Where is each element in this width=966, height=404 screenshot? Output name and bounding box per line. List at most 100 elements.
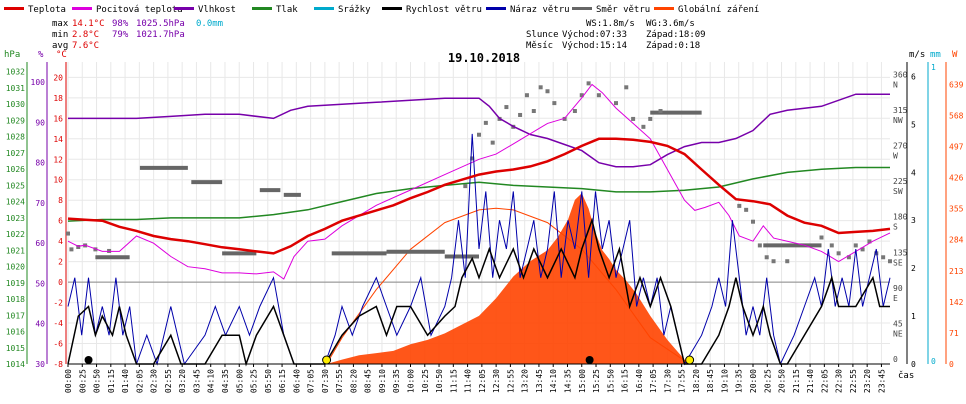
wind-direction-point	[477, 132, 481, 137]
wind-tick-label: 5	[911, 120, 916, 129]
x-tick-label: 04:35	[221, 369, 230, 393]
humidity-line	[68, 93, 890, 168]
hpa-tick-label: 1014	[6, 360, 25, 369]
stats-temp: 14.1°C	[72, 19, 105, 29]
temp-tick-label: 16	[53, 114, 63, 123]
x-tick-label: 15:00	[578, 369, 587, 393]
x-tick-label: 00:25	[78, 369, 87, 393]
wind-direction-point	[614, 101, 618, 106]
hpa-tick-label: 1018	[6, 295, 25, 304]
rain-tick-label: 0	[931, 357, 936, 366]
humidity-axis-title: %	[38, 50, 44, 60]
wind-direction-point	[552, 101, 557, 106]
hpa-tick-label: 1030	[6, 100, 25, 109]
sun-label: Slunce	[526, 30, 559, 40]
x-tick-label: 05:25	[250, 369, 259, 393]
humidity-tick-label: 80	[35, 159, 45, 168]
wind-direction-point	[846, 255, 851, 260]
x-tick-label: 22:55	[849, 369, 858, 393]
x-tick-label: 01:40	[121, 369, 130, 393]
x-tick-label: 19:35	[735, 369, 744, 393]
radiation-tick-label: 0	[949, 360, 954, 369]
wind-direction-point	[881, 255, 886, 260]
sun-marker	[322, 355, 332, 365]
moon-label: Měsíc	[526, 41, 553, 51]
radiation-tick-label: 426	[949, 174, 964, 183]
x-tick-label: 22:05	[820, 369, 829, 393]
x-tick-label: 18:20	[692, 369, 701, 393]
wind-direction-point	[874, 251, 879, 256]
x-tick-label: 17:30	[663, 369, 672, 393]
x-tick-label: 09:35	[392, 369, 401, 393]
legend-label: Rychlost větru	[406, 5, 482, 15]
legend-swatch	[654, 7, 674, 10]
x-tick-label: 23:45	[877, 369, 886, 393]
hpa-tick-label: 1021	[6, 246, 25, 255]
x-tick-label: 04:10	[207, 369, 216, 393]
legend-swatch	[314, 7, 334, 10]
wind-direction-point	[463, 184, 468, 189]
wind-direction-point	[631, 116, 636, 121]
direction-tick-label: NW	[893, 116, 903, 125]
x-tick-label: 01:15	[107, 369, 116, 393]
x-tick-label: 10:25	[421, 369, 430, 393]
direction-tick-label: 360	[893, 70, 908, 79]
direction-tick-label: 135	[893, 248, 908, 257]
wind-direction-point	[764, 255, 769, 260]
x-tick-label: 06:40	[292, 369, 301, 393]
wind-direction-point	[641, 124, 646, 129]
temp-tick-label: 0	[58, 278, 63, 287]
wind-tick-label: 6	[911, 72, 916, 81]
stats-pressure: 1021.7hPa	[136, 30, 185, 40]
radiation-tick-label: 497	[949, 142, 964, 151]
direction-tick-label: 90	[893, 284, 903, 293]
wind-direction-point	[518, 112, 523, 117]
chart-title: 19.10.2018	[448, 51, 520, 65]
humidity-tick-label: 70	[35, 199, 45, 208]
legend-swatch	[486, 7, 506, 10]
direction-tick-label: E	[893, 294, 898, 303]
x-tick-label: 11:40	[464, 369, 473, 393]
humidity-tick-label: 60	[35, 239, 45, 248]
x-tick-label: 00:50	[93, 369, 102, 393]
wind-direction-point	[504, 105, 509, 110]
x-tick-label: 05:00	[235, 369, 244, 393]
x-tick-label: 18:45	[706, 369, 715, 393]
radiation-tick-label: 142	[949, 298, 964, 307]
wind-direction-point	[853, 243, 858, 248]
moon-marker	[585, 356, 594, 364]
temp-tick-label: 14	[53, 135, 63, 144]
wind-direction-point	[69, 247, 74, 252]
rain-tick-label: 1	[931, 63, 936, 72]
stats-row-label: max	[52, 19, 69, 29]
wind-direction-point	[829, 243, 834, 248]
legend-swatch	[4, 7, 24, 10]
hpa-tick-label: 1020	[6, 263, 25, 272]
wind-direction-point	[648, 116, 653, 121]
direction-tick-label: NE	[893, 329, 903, 338]
wind-direction-point	[538, 85, 543, 90]
legend-label: Teplota	[28, 5, 66, 15]
legend-label: Směr větru	[596, 5, 650, 15]
legend-label: Srážky	[338, 5, 371, 15]
direction-tick-label: 225	[893, 177, 908, 186]
wind-direction-point	[579, 93, 584, 98]
x-axis: 00:00 00:25 00:50 01:15 01:40 02:05 02:30 02:55…	[64, 363, 914, 393]
x-tick-label: 20:00	[749, 369, 758, 393]
wind-axis-title: m/s	[909, 50, 925, 60]
x-tick-label: 15:25	[592, 369, 601, 393]
hpa-tick-label: 1025	[6, 181, 25, 190]
wind-tick-label: 0	[911, 360, 916, 369]
radiation-tick-label: 213	[949, 267, 964, 276]
x-tick-label: 14:35	[563, 369, 572, 393]
temp-tick-label: 12	[53, 155, 63, 164]
x-tick-label: 16:40	[635, 369, 644, 393]
hpa-tick-label: 1026	[6, 165, 25, 174]
hpa-tick-label: 1029	[6, 116, 25, 125]
temp-tick-label: 20	[53, 73, 63, 82]
stats-temp: 2.8°C	[72, 30, 99, 40]
x-tick-label: 09:10	[378, 369, 387, 393]
wind-direction-point	[545, 89, 550, 94]
x-tick-label: 17:05	[649, 369, 658, 393]
